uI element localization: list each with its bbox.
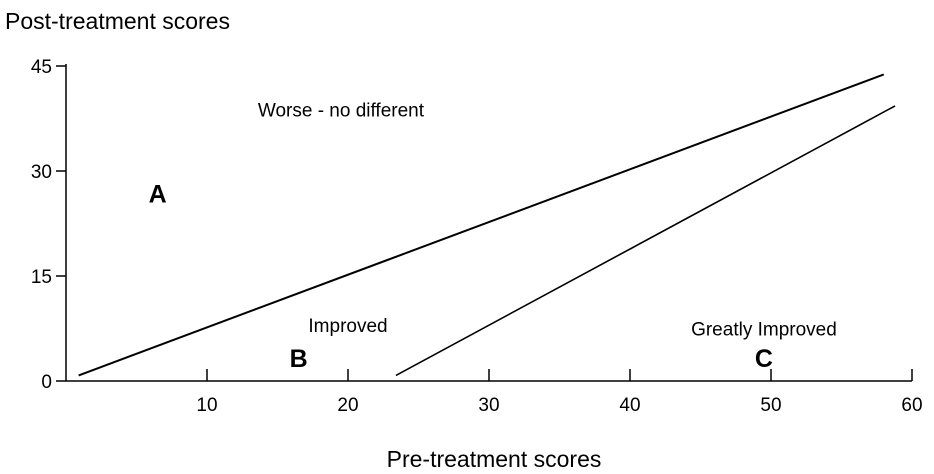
x-tick-label: 50 (760, 395, 781, 416)
x-axis-title: Pre-treatment scores (387, 446, 602, 472)
region-text-label: Worse - no different (258, 100, 425, 121)
axes: 0 15 30 45 10 20 30 40 50 60 (31, 57, 923, 416)
x-tick-label: 20 (337, 395, 358, 416)
region-letter-label: A (149, 181, 167, 209)
x-tick-label: 40 (619, 395, 640, 416)
y-tick-label: 45 (31, 57, 52, 78)
series-line-2 (395, 105, 896, 377)
x-tick-label: 10 (196, 395, 217, 416)
series-line-1 (78, 73, 885, 377)
x-tick-label: 30 (478, 395, 499, 416)
y-tick-label: 0 (41, 372, 52, 393)
region-text-label: Greatly Improved (691, 320, 837, 341)
series-layer (78, 73, 896, 377)
y-tick-label: 30 (31, 162, 52, 183)
region-letter-label: B (290, 345, 308, 373)
region-text-label: Improved (308, 316, 387, 337)
x-tick-label: 60 (901, 395, 922, 416)
y-axis-title: Post-treatment scores (5, 8, 230, 34)
region-letter-label: C (755, 345, 773, 373)
y-tick-label: 15 (31, 267, 52, 288)
